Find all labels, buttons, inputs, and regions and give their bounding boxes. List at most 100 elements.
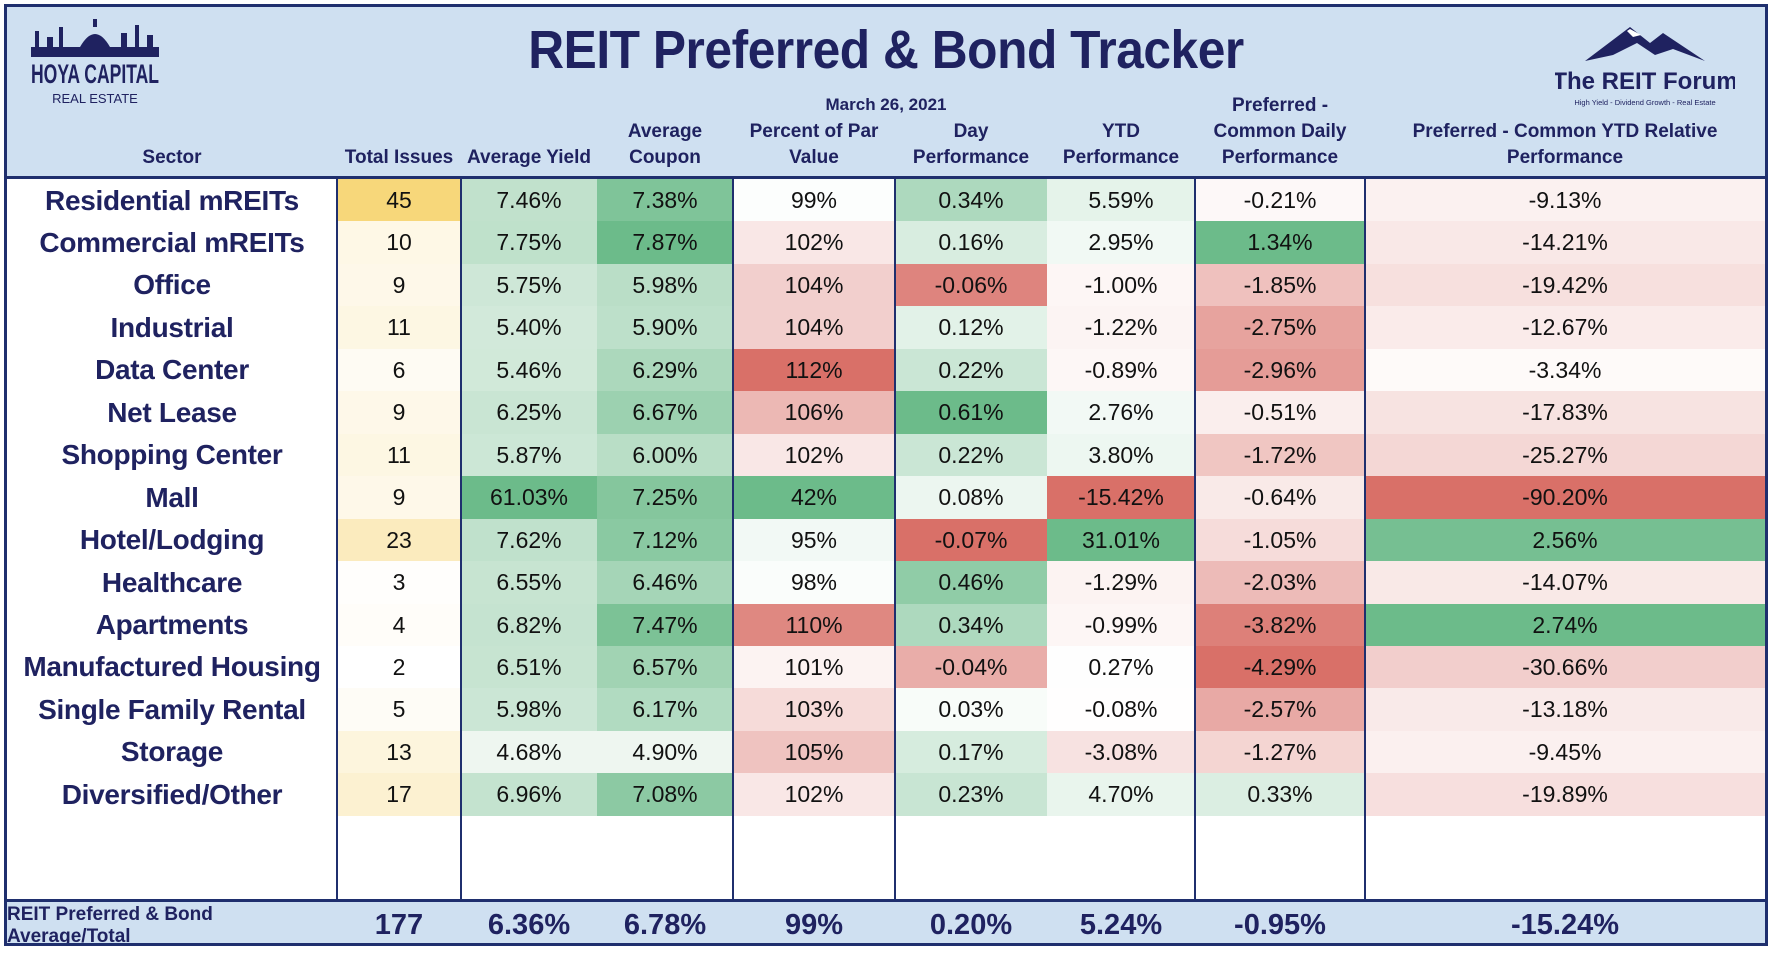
average-yield-cell: 7.75% bbox=[461, 221, 597, 265]
total-ytd-performance: 5.24% bbox=[1079, 909, 1163, 941]
column-header-ytd-performance: YTD Performance bbox=[1062, 121, 1180, 168]
total-issues-cell: 6 bbox=[337, 348, 461, 392]
percent-of-par-cell: 95% bbox=[733, 518, 895, 562]
pref-common-daily-cell: 1.34% bbox=[1195, 221, 1365, 265]
pref-common-ytd-cell: -17.83% bbox=[1365, 391, 1765, 435]
total-row: REIT Preferred & Bond Average/Total 177 6.… bbox=[7, 899, 1765, 946]
percent-of-par-cell: 102% bbox=[733, 433, 895, 477]
day-performance-cell: -0.04% bbox=[895, 645, 1047, 689]
pref-common-ytd-cell: -19.89% bbox=[1365, 773, 1765, 817]
average-coupon-cell: 5.90% bbox=[597, 306, 733, 350]
pref-common-daily-cell: -1.27% bbox=[1195, 730, 1365, 774]
reit-forum-logo: The REIT Forum High Yield - Dividend Gro… bbox=[1555, 27, 1735, 107]
day-performance-cell: 0.03% bbox=[895, 688, 1047, 732]
average-coupon-cell: 6.17% bbox=[597, 688, 733, 732]
average-coupon-cell: 7.25% bbox=[597, 476, 733, 520]
sector-label: Diversified/Other bbox=[61, 778, 283, 810]
sector-label: Single Family Rental bbox=[38, 693, 306, 725]
day-performance-cell: 0.22% bbox=[895, 348, 1047, 392]
day-performance-cell: -0.07% bbox=[895, 518, 1047, 562]
average-yield-cell: 5.87% bbox=[461, 433, 597, 477]
average-yield-cell: 5.46% bbox=[461, 348, 597, 392]
pref-common-ytd-cell: -12.67% bbox=[1365, 306, 1765, 350]
total-label: REIT Preferred & Bond Average/Total bbox=[7, 903, 213, 946]
svg-text:The REIT Forum: The REIT Forum bbox=[1555, 68, 1735, 95]
pref-common-ytd-cell: -19.42% bbox=[1365, 263, 1765, 307]
percent-of-par-cell: 110% bbox=[733, 603, 895, 647]
average-yield-cell: 7.62% bbox=[461, 518, 597, 562]
svg-text:HOYA CAPITAL: HOYA CAPITAL bbox=[31, 59, 159, 89]
ytd-performance-cell: 2.95% bbox=[1047, 221, 1195, 265]
column-header-total-issues: Total Issues bbox=[344, 147, 454, 168]
average-yield-cell: 5.98% bbox=[461, 688, 597, 732]
pref-common-daily-cell: -0.21% bbox=[1195, 179, 1365, 222]
percent-of-par-cell: 102% bbox=[733, 221, 895, 265]
column-divider bbox=[1194, 179, 1196, 943]
sector-label: Manufactured Housing bbox=[23, 651, 321, 683]
percent-of-par-cell: 98% bbox=[733, 561, 895, 605]
svg-text:REAL ESTATE: REAL ESTATE bbox=[52, 91, 138, 106]
ytd-performance-cell: -3.08% bbox=[1047, 730, 1195, 774]
pref-common-daily-cell: -1.05% bbox=[1195, 518, 1365, 562]
total-issues-cell: 11 bbox=[337, 433, 461, 477]
table-row: Industrial 11 5.40% 5.90% 104% 0.12% -1.22% -2.… bbox=[7, 306, 1765, 354]
average-yield-cell: 6.82% bbox=[461, 603, 597, 647]
percent-of-par-cell: 112% bbox=[733, 348, 895, 392]
ytd-performance-cell: 3.80% bbox=[1047, 433, 1195, 477]
sector-label: Net Lease bbox=[107, 396, 237, 428]
average-coupon-cell: 6.46% bbox=[597, 561, 733, 605]
average-yield-cell: 6.55% bbox=[461, 561, 597, 605]
total-issues-cell: 2 bbox=[337, 645, 461, 689]
pref-common-ytd-cell: -90.20% bbox=[1365, 476, 1765, 520]
total-issues-cell: 13 bbox=[337, 730, 461, 774]
hoya-capital-logo: HOYA CAPITAL REAL ESTATE bbox=[31, 19, 159, 106]
percent-of-par-cell: 103% bbox=[733, 688, 895, 732]
pref-common-ytd-cell: -14.07% bbox=[1365, 561, 1765, 605]
total-average-coupon: 6.78% bbox=[623, 909, 707, 941]
ytd-performance-cell: -1.22% bbox=[1047, 306, 1195, 350]
pref-common-ytd-cell: -14.21% bbox=[1365, 221, 1765, 265]
pref-common-ytd-cell: -13.18% bbox=[1365, 688, 1765, 732]
average-yield-cell: 6.25% bbox=[461, 391, 597, 435]
ytd-performance-cell: -0.99% bbox=[1047, 603, 1195, 647]
sector-label: Industrial bbox=[110, 311, 234, 343]
sector-label: Storage bbox=[120, 736, 224, 768]
average-coupon-cell: 7.08% bbox=[597, 773, 733, 817]
total-pref-common-ytd: -15.24% bbox=[1510, 909, 1619, 941]
pref-common-daily-cell: -2.03% bbox=[1195, 561, 1365, 605]
svg-text:High Yield - Dividend Growth -: High Yield - Dividend Growth - Real Esta… bbox=[1574, 98, 1715, 107]
table-row: Storage 13 4.68% 4.90% 105% 0.17% -3.08% -1.27%… bbox=[7, 730, 1765, 779]
average-coupon-cell: 4.90% bbox=[597, 730, 733, 774]
total-issues-cell: 23 bbox=[337, 518, 461, 562]
day-performance-cell: 0.12% bbox=[895, 306, 1047, 350]
total-issues-cell: 3 bbox=[337, 561, 461, 605]
percent-of-par-cell: 104% bbox=[733, 306, 895, 350]
sector-label: Residential mREITs bbox=[45, 184, 299, 216]
column-divider bbox=[732, 179, 734, 943]
average-yield-cell: 4.68% bbox=[461, 730, 597, 774]
total-average-yield: 6.36% bbox=[487, 909, 571, 941]
day-performance-cell: 0.61% bbox=[895, 391, 1047, 435]
total-percent-of-par: 99% bbox=[784, 909, 844, 941]
column-divider bbox=[460, 179, 462, 943]
column-header-sector: Sector bbox=[142, 147, 202, 168]
percent-of-par-cell: 105% bbox=[733, 730, 895, 774]
column-header-average-yield: Average Yield bbox=[467, 147, 591, 168]
total-issues-cell: 10 bbox=[337, 221, 461, 265]
total-issues-cell: 9 bbox=[337, 476, 461, 520]
pref-common-daily-cell: -2.57% bbox=[1195, 688, 1365, 732]
average-coupon-cell: 6.57% bbox=[597, 645, 733, 689]
pref-common-daily-cell: -2.96% bbox=[1195, 348, 1365, 392]
average-coupon-cell: 6.00% bbox=[597, 433, 733, 477]
percent-of-par-cell: 102% bbox=[733, 773, 895, 817]
sector-label: Hotel/Lodging bbox=[79, 524, 265, 556]
total-issues-cell: 11 bbox=[337, 306, 461, 350]
pref-common-ytd-cell: -25.27% bbox=[1365, 433, 1765, 477]
ytd-performance-cell: 0.27% bbox=[1047, 645, 1195, 689]
total-issues-cell: 9 bbox=[337, 391, 461, 435]
table-row: Single Family Rental 5 5.98% 6.17% 103% 0.03%… bbox=[7, 688, 1765, 736]
day-performance-cell: 0.17% bbox=[895, 730, 1047, 774]
percent-of-par-cell: 104% bbox=[733, 263, 895, 307]
ytd-performance-cell: 4.70% bbox=[1047, 773, 1195, 817]
day-performance-cell: 0.46% bbox=[895, 561, 1047, 605]
